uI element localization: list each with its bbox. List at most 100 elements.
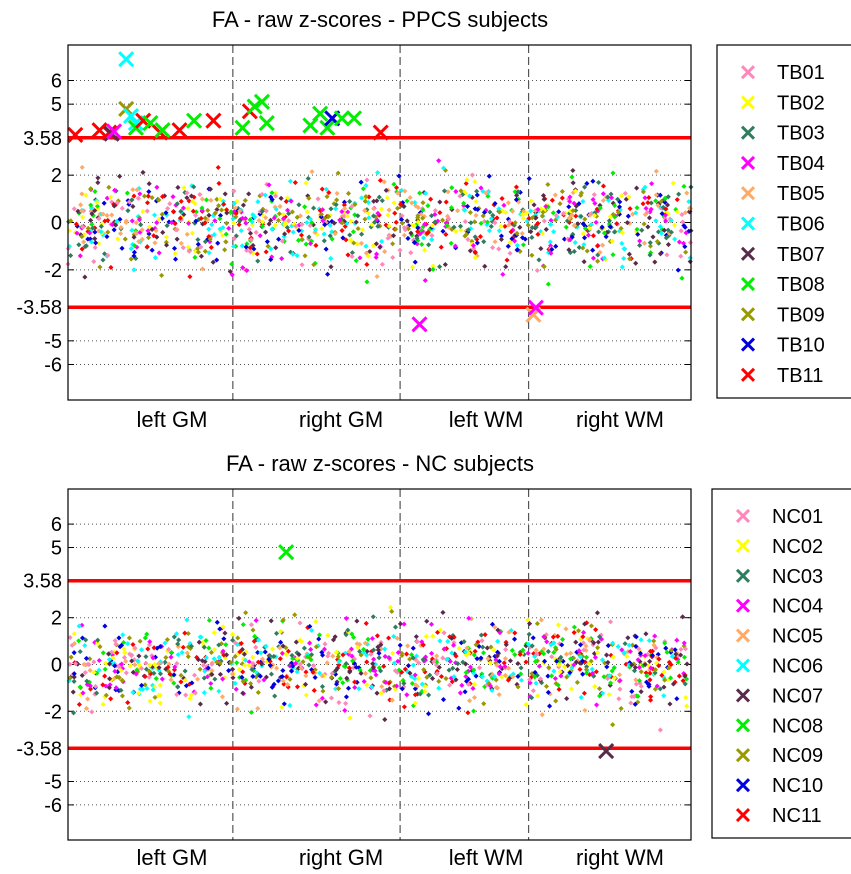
ppcs-data-point [88, 186, 94, 192]
ppcs-data-point [95, 180, 101, 186]
nc-data-point [568, 686, 575, 692]
ppcs-data-point [262, 192, 268, 198]
ppcs-data-point [512, 189, 518, 195]
nc-data-point [271, 653, 277, 659]
nc-region-label-right-gm: right GM [299, 845, 383, 870]
ppcs-outlier-stroke [372, 124, 389, 141]
ppcs-data-point [152, 240, 158, 246]
ppcs-data-point [131, 267, 137, 273]
nc-data-point [636, 664, 642, 671]
ppcs-data-point [217, 196, 223, 202]
ppcs-data-point [207, 236, 213, 242]
nc-data-point [112, 663, 118, 669]
ppcs-data-point [496, 209, 503, 215]
ppcs-data-point [347, 232, 353, 238]
ppcs-data-point [461, 200, 467, 206]
ppcs-data-point [676, 191, 682, 197]
ppcs-data-point [184, 231, 190, 237]
ppcs-data-point [240, 215, 246, 221]
nc-data-point [652, 667, 659, 673]
ppcs-data-point [149, 195, 155, 201]
ppcs-data-point [420, 215, 426, 221]
ppcs-outlier-marker [154, 122, 171, 139]
nc-data-point [449, 635, 455, 641]
ppcs-data-point [263, 215, 269, 221]
ppcs-data-point [239, 243, 245, 249]
nc-data-point [329, 670, 335, 677]
ppcs-outlier-stroke [67, 126, 84, 143]
ppcs-outlier-marker [185, 112, 203, 129]
ppcs-data-point [125, 208, 131, 214]
ppcs-data-point [160, 229, 166, 235]
nc-data-point [579, 658, 585, 664]
ppcs-data-point [223, 231, 229, 237]
nc-data-point [532, 674, 538, 680]
ppcs-data-point [605, 194, 611, 200]
ppcs-data-point [163, 234, 169, 240]
ppcs-data-point [492, 239, 498, 245]
nc-data-point [440, 696, 447, 703]
nc-data-point [392, 624, 399, 630]
nc-data-point [599, 657, 606, 663]
ppcs-data-point [202, 220, 208, 226]
nc-data-point [666, 665, 672, 671]
ppcs-data-point [473, 198, 479, 205]
ppcs-legend-label: TB03 [777, 123, 825, 145]
nc-plot-area [68, 489, 691, 840]
nc-data-point [551, 649, 557, 655]
ppcs-data-point [481, 239, 487, 245]
nc-data-point [422, 688, 428, 694]
ppcs-data-point [505, 200, 511, 206]
nc-data-point [311, 687, 317, 693]
ppcs-data-point [320, 207, 326, 213]
nc-data-point [421, 667, 427, 673]
ppcs-data-point [502, 223, 508, 229]
nc-data-point [648, 694, 654, 700]
ppcs-data-point [224, 220, 230, 226]
ppcs-y-tick-label: -5 [44, 331, 62, 353]
ppcs-data-point [437, 199, 443, 205]
nc-legend-box [711, 488, 851, 839]
nc-legend-marker-stroke [735, 628, 751, 643]
ppcs-data-point [457, 223, 464, 229]
nc-data-point [280, 667, 286, 674]
ppcs-data-point [209, 222, 215, 228]
ppcs-legend-marker-stroke [740, 95, 756, 110]
ppcs-data-point [193, 212, 199, 218]
ppcs-data-point [465, 227, 471, 233]
nc-data-point [429, 650, 435, 656]
ppcs-data-point [184, 195, 190, 201]
ppcs-data-point [144, 208, 150, 214]
nc-data-point [289, 668, 295, 674]
ppcs-data-point [202, 215, 208, 221]
ppcs-outlier-marker [205, 112, 222, 129]
nc-legend-marker [735, 778, 751, 793]
ppcs-data-point [580, 231, 586, 237]
ppcs-data-point [104, 234, 110, 240]
nc-data-point [399, 652, 405, 659]
nc-data-point [592, 654, 598, 660]
ppcs-data-point [156, 216, 162, 222]
nc-data-point [618, 705, 624, 712]
ppcs-data-point [332, 231, 338, 237]
ppcs-data-point [149, 247, 155, 253]
nc-data-point [267, 662, 273, 668]
ppcs-legend-label: TB02 [777, 92, 825, 114]
ppcs-data-point [422, 277, 428, 283]
ppcs-legend-marker [740, 367, 756, 382]
nc-data-point [255, 705, 261, 712]
ppcs-data-point [436, 158, 442, 164]
ppcs-legend-marker [740, 216, 756, 231]
ppcs-data-point [233, 214, 239, 220]
ppcs-outlier-stroke [118, 100, 135, 117]
ppcs-y-tick-label: 0 [51, 213, 62, 235]
ppcs-data-point [163, 239, 169, 245]
nc-data-point [344, 675, 350, 681]
ppcs-data-point [202, 248, 208, 254]
ppcs-region-label-right-gm: right GM [299, 407, 383, 432]
ppcs-data-point [73, 221, 79, 227]
ppcs-data-point [381, 179, 387, 185]
nc-data-point [583, 654, 590, 660]
ppcs-data-point [210, 259, 216, 265]
